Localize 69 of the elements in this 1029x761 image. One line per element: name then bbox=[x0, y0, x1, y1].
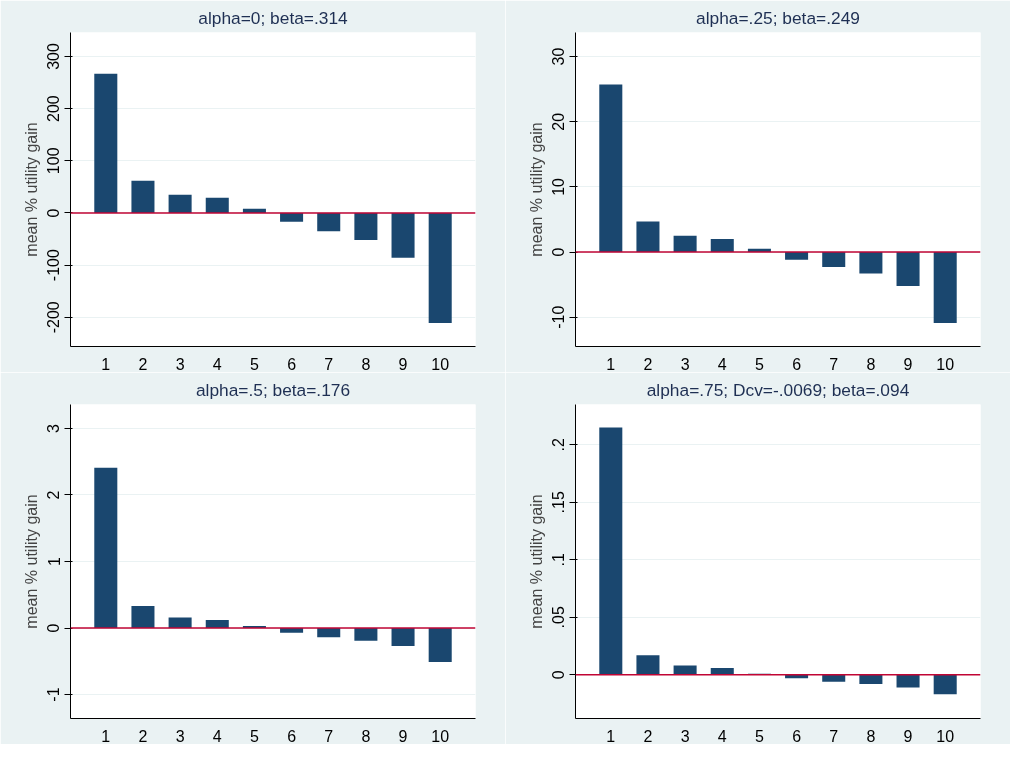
y-tick-label: .2 bbox=[550, 437, 568, 452]
x-tick-label: 10 bbox=[936, 727, 955, 745]
y-tick-label: 0 bbox=[45, 623, 63, 633]
x-tick-label: 1 bbox=[101, 355, 111, 373]
x-tick-label: 8 bbox=[361, 727, 371, 745]
x-tick-label: 5 bbox=[249, 727, 259, 745]
y-tick-label: 20 bbox=[550, 112, 568, 131]
x-tick-label: 6 bbox=[287, 355, 297, 373]
x-tick-label: 7 bbox=[829, 355, 839, 373]
x-tick-label: 7 bbox=[324, 355, 334, 373]
y-tick-label: -10 bbox=[550, 305, 568, 329]
y-tick-label: .1 bbox=[550, 553, 568, 567]
x-tick-label: 4 bbox=[212, 727, 222, 745]
x-tick-label: 6 bbox=[287, 727, 297, 745]
x-tick-label: 1 bbox=[606, 727, 616, 745]
x-tick-label: 10 bbox=[936, 355, 955, 373]
x-tick-label: 3 bbox=[680, 727, 690, 745]
x-tick-label: 4 bbox=[212, 355, 222, 373]
x-tick-label: 8 bbox=[866, 727, 876, 745]
x-tick-label: 2 bbox=[138, 727, 148, 745]
x-tick-label: 9 bbox=[398, 727, 408, 745]
y-axis-title: mean % utility gain bbox=[22, 122, 40, 257]
y-axis-title: mean % utility gain bbox=[22, 494, 40, 629]
x-tick-label: 3 bbox=[175, 727, 185, 745]
x-tick-label: 8 bbox=[866, 355, 876, 373]
y-tick-label: -200 bbox=[45, 301, 63, 334]
x-tick-label: 10 bbox=[431, 355, 450, 373]
x-tick-label: 5 bbox=[754, 355, 764, 373]
x-tick-label: 7 bbox=[829, 727, 839, 745]
y-tick-label: 300 bbox=[45, 43, 63, 70]
x-tick-label: 5 bbox=[754, 727, 764, 745]
y-tick-label: -100 bbox=[45, 249, 63, 282]
y-tick-label: 3 bbox=[45, 423, 63, 433]
chart-title: alpha=0; beta=.314 bbox=[198, 7, 349, 28]
y-tick-label: 200 bbox=[45, 95, 63, 122]
x-tick-label: 2 bbox=[138, 355, 148, 373]
chart-title: alpha=.25; beta=.249 bbox=[696, 7, 860, 28]
x-tick-label: 9 bbox=[903, 355, 913, 373]
x-tick-label: 6 bbox=[792, 355, 802, 373]
y-axis-title: mean % utility gain bbox=[527, 122, 545, 257]
x-tick-label: 9 bbox=[398, 355, 408, 373]
x-tick-label: 4 bbox=[717, 355, 727, 373]
x-tick-label: 4 bbox=[717, 727, 727, 745]
y-tick-label: 10 bbox=[550, 177, 568, 196]
x-tick-label: 9 bbox=[903, 727, 913, 745]
x-tick-label: 2 bbox=[643, 727, 653, 745]
x-tick-label: 1 bbox=[606, 355, 616, 373]
y-tick-label: 100 bbox=[45, 147, 63, 175]
x-tick-label: 1 bbox=[101, 727, 111, 745]
y-tick-label: .15 bbox=[550, 491, 568, 514]
y-axis-title: mean % utility gain bbox=[527, 494, 545, 629]
y-tick-label: 0 bbox=[45, 208, 63, 218]
x-tick-label: 2 bbox=[643, 355, 653, 373]
y-tick-label: 0 bbox=[550, 247, 568, 257]
y-tick-label: 30 bbox=[550, 47, 568, 66]
x-tick-label: 8 bbox=[361, 355, 371, 373]
x-tick-label: 7 bbox=[324, 727, 334, 745]
x-tick-label: 10 bbox=[431, 727, 450, 745]
y-tick-label: 2 bbox=[45, 490, 63, 500]
y-tick-label: .05 bbox=[550, 606, 568, 629]
x-tick-label: 3 bbox=[175, 355, 185, 373]
y-tick-label: 0 bbox=[550, 670, 568, 680]
chart-title: alpha=.75; Dcv=-.0069; beta=.094 bbox=[646, 379, 910, 400]
chart-title: alpha=.5; beta=.176 bbox=[195, 379, 351, 400]
x-tick-label: 5 bbox=[249, 355, 259, 373]
x-tick-label: 6 bbox=[792, 727, 802, 745]
y-tick-label: -1 bbox=[45, 687, 63, 702]
y-tick-label: 1 bbox=[45, 556, 63, 566]
x-tick-label: 3 bbox=[680, 355, 690, 373]
